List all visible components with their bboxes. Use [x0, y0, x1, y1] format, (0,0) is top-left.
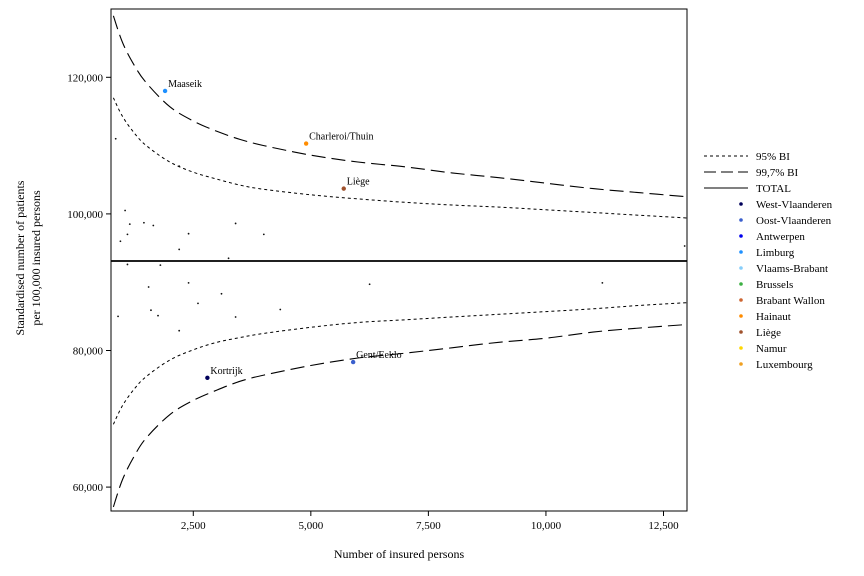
highlighted-point [162, 88, 168, 94]
legend-province-label: Namur [756, 343, 787, 355]
data-point [178, 329, 181, 332]
y-axis-title-line1: Standardised number of patients [13, 180, 27, 335]
x-tick-label: 2,500 [181, 520, 206, 532]
legend-marker [739, 234, 743, 238]
legend-line-label: TOTAL [756, 183, 791, 195]
data-points: Maaseik Charleroi/Thuin Liège Gent/Eeklo Kor… [114, 79, 686, 381]
legend-province-label: Hainaut [756, 311, 791, 323]
x-tick-label: 10,000 [531, 520, 562, 532]
data-point [227, 257, 230, 260]
y-axis-title-line2: per 100,000 insured persons [29, 190, 43, 326]
highlighted-point [205, 375, 210, 381]
data-point [234, 316, 237, 318]
data-point [117, 315, 119, 318]
highlighted-point [303, 141, 309, 146]
plot-border [110, 8, 688, 512]
data-point [187, 281, 190, 284]
data-point [279, 308, 282, 311]
legend-marker [739, 346, 743, 350]
chart-lines [111, 15, 687, 508]
data-point [368, 283, 371, 286]
legend-marker [739, 298, 743, 302]
highlighted-point [350, 359, 356, 365]
legend-marker [739, 202, 743, 206]
y-tick-label: 80,000 [73, 345, 104, 357]
legend-marker [739, 282, 743, 286]
data-point [683, 245, 686, 247]
x-axis-title: Number of insured persons [334, 547, 465, 561]
y-axis: 60,000 80,000 100,000 120,000 [67, 72, 111, 494]
legend-marker [739, 218, 743, 222]
x-tick-label: 5,000 [298, 520, 323, 532]
legend-marker [739, 314, 743, 318]
lower-95-limit-line [112, 302, 687, 425]
plot-frame [110, 8, 688, 512]
data-point [119, 240, 122, 243]
y-tick-label: 100,000 [67, 209, 103, 221]
upper-99-7-limit-line [112, 15, 687, 198]
y-tick-label: 60,000 [73, 482, 104, 494]
data-point [220, 292, 223, 295]
legend-marker [739, 250, 743, 254]
x-tick-label: 12,500 [648, 520, 679, 532]
data-point [128, 223, 131, 226]
data-point [152, 224, 155, 227]
data-point [143, 221, 145, 224]
legend-marker [739, 330, 743, 334]
data-point [159, 264, 162, 267]
data-point [150, 309, 152, 312]
legend-province-label: Antwerpen [756, 231, 805, 243]
legend-marker [739, 362, 743, 366]
legend-province-label: Brussels [756, 279, 793, 291]
legend-province-label: Oost-Vlaanderen [756, 215, 832, 227]
data-point [601, 281, 604, 284]
point-label: Kortrijk [210, 366, 242, 377]
legend-marker [739, 266, 743, 270]
upper-95-limit-line [112, 97, 687, 219]
data-point [178, 248, 181, 251]
legend-province-label: Liège [756, 327, 781, 339]
data-point [147, 286, 150, 288]
legend-province-label: Vlaams-Brabant [756, 263, 828, 275]
highlighted-point [341, 186, 346, 191]
data-point [187, 232, 190, 235]
point-label: Charleroi/Thuin [309, 132, 373, 143]
y-tick-label: 120,000 [67, 72, 103, 84]
legend-province-label: Luxembourg [756, 359, 813, 371]
data-point [114, 137, 117, 140]
point-label: Liège [347, 177, 370, 188]
legend-province-label: West-Vlaanderen [756, 199, 833, 211]
lower-99-7-limit-line [112, 323, 687, 508]
data-point [178, 165, 181, 167]
data-point [262, 233, 265, 236]
data-point [157, 314, 159, 317]
data-point [234, 222, 237, 225]
data-point [124, 209, 127, 212]
point-label: Maaseik [168, 79, 202, 90]
data-point [126, 233, 129, 236]
data-point [126, 263, 129, 266]
legend-province-label: Limburg [756, 247, 795, 259]
legend-province-label: Brabant Wallon [756, 295, 825, 307]
point-label: Gent/Eeklo [356, 350, 402, 361]
x-tick-label: 7,500 [416, 520, 441, 532]
legend-line-label: 99,7% BI [756, 167, 799, 179]
legend-line-label: 95% BI [756, 151, 790, 163]
data-point [197, 302, 199, 305]
x-axis: 2,500 5,000 7,500 10,000 12,500 [181, 511, 679, 532]
legend: 95% BI 99,7% BI TOTAL West-Vlaanderen Oost-V… [704, 151, 833, 371]
